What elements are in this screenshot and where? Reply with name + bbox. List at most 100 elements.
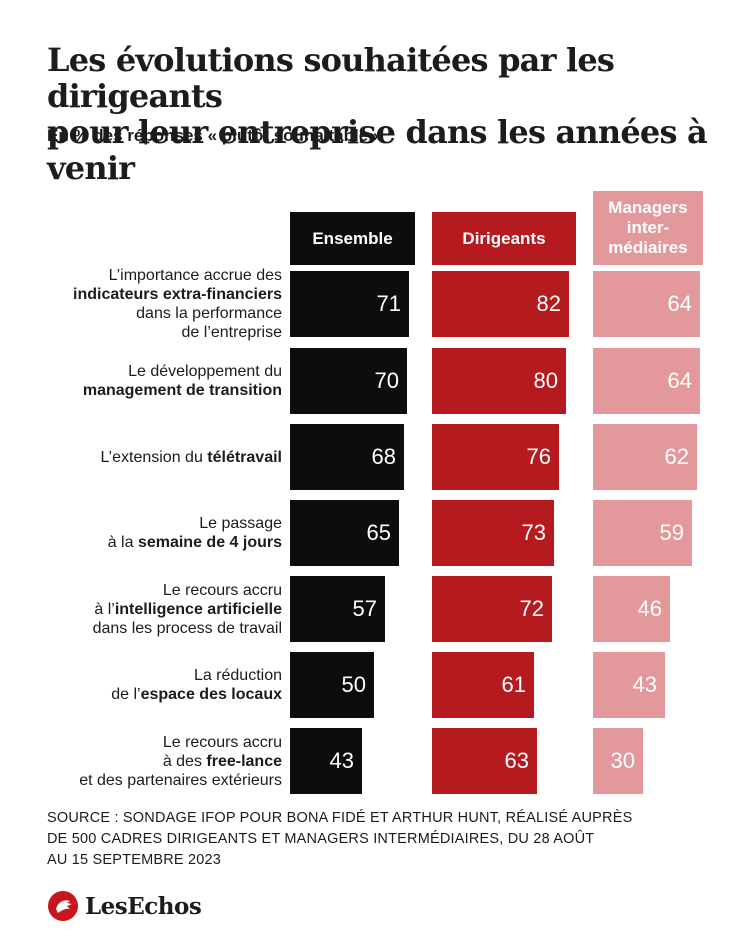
bar-managers <box>593 348 700 414</box>
category-label: Le passage à la semaine de 4 jours <box>108 500 282 566</box>
bar-managers <box>593 576 670 642</box>
source-line-2: DE 500 CADRES DIRIGEANTS ET MANAGERS INT… <box>47 831 595 847</box>
chart-subtitle: En % des réponses « plutôt souhaitable » <box>47 126 383 145</box>
bar-ensemble <box>290 576 385 642</box>
category-label-line: à la semaine de 4 jours <box>108 533 282 552</box>
category-label: La réduction de l’espace des locaux <box>111 652 282 718</box>
bar-value-label: 76 <box>526 444 551 469</box>
category-label-line: Le développement du <box>128 362 282 381</box>
bar-value-label: 43 <box>329 748 354 773</box>
bar-managers <box>593 500 692 566</box>
bar-managers <box>593 728 643 794</box>
bar-ensemble <box>290 348 407 414</box>
column-header-ensemble: Ensemble <box>290 212 415 265</box>
category-label-text: à l’ <box>94 600 115 618</box>
category-label-text: à des <box>162 752 207 770</box>
category-label-line: Le passage <box>199 514 282 533</box>
category-label-text: dans les process de travail <box>92 619 282 637</box>
category-label-line: à des free-lance <box>163 752 282 771</box>
category-label-bold: management de transition <box>82 382 282 399</box>
bar-dirigeants <box>432 424 559 490</box>
category-label-text: et des partenaires extérieurs <box>79 771 282 789</box>
source-line-3: AU 15 SEPTEMBRE 2023 <box>47 852 222 868</box>
bar-value-label: 59 <box>659 520 684 545</box>
category-label-bold: intelligence artificielle <box>114 600 282 618</box>
bar-value-label: 43 <box>632 672 657 697</box>
bar-ensemble <box>290 652 374 718</box>
category-label-bold: télétravail <box>207 448 282 466</box>
category-label-text: Le développement du <box>128 363 282 380</box>
category-label-line: L’importance accrue des <box>109 266 282 285</box>
category-label-line: La réduction <box>194 666 282 685</box>
category-label-text: de l’ <box>111 686 141 703</box>
rooster-logo-icon <box>48 891 78 921</box>
bar-value-label: 46 <box>637 596 662 621</box>
column-header-line: médiaires <box>608 238 688 257</box>
category-label-line: Le recours accru <box>163 733 282 752</box>
category-label-text: Le recours accru <box>162 581 282 599</box>
column-header-managers: Managers inter-médiaires <box>593 191 703 265</box>
category-label-line: L’extension du télétravail <box>101 448 282 467</box>
bar-value-label: 80 <box>533 368 558 393</box>
category-label-line: indicateurs extra-financiers <box>73 285 282 304</box>
source-note: SOURCE : SONDAGE IFOP POUR BONA FIDÉ ET … <box>47 808 632 871</box>
category-label: Le développement du management de transit… <box>83 348 282 414</box>
bar-managers <box>593 424 697 490</box>
category-label-line: à l’intelligence artificielle <box>94 600 282 619</box>
bar-dirigeants <box>432 576 552 642</box>
category-label-text: L’extension du <box>100 448 208 466</box>
bar-dirigeants <box>432 728 537 794</box>
bar-value-label: 30 <box>610 748 635 773</box>
category-label-line: et des partenaires extérieurs <box>79 771 282 790</box>
category-label-line: dans les process de travail <box>93 619 282 638</box>
bar-ensemble <box>290 500 399 566</box>
column-header-line: inter- <box>626 218 670 237</box>
category-label-line: de l’entreprise <box>182 323 283 342</box>
bar-value-label: 73 <box>521 520 546 545</box>
bar-value-label: 64 <box>667 368 692 393</box>
bar-ensemble <box>290 271 409 337</box>
bar-dirigeants <box>432 348 566 414</box>
bar-value-label: 72 <box>519 596 544 621</box>
bar-managers <box>593 652 665 718</box>
title-line-2: pour leur entreprise dans les années à v… <box>47 113 708 187</box>
bar-value-label: 64 <box>667 291 692 316</box>
category-label: Le recours accru à des free-lance et des p… <box>79 728 282 794</box>
les-echos-logo: LesEchos <box>47 890 202 922</box>
category-label: L’importance accrue des indicateurs extra… <box>73 267 282 341</box>
column-header-dirigeants: Dirigeants <box>432 212 576 265</box>
bar-dirigeants <box>432 271 569 337</box>
column-header-line: Ensemble <box>312 228 393 248</box>
logo-text: LesEchos <box>85 892 202 920</box>
bar-value-label: 65 <box>366 520 391 545</box>
source-line-1: SOURCE : SONDAGE IFOP POUR BONA FIDÉ ET … <box>47 810 633 826</box>
category-label: L’extension du télétravail <box>101 424 282 490</box>
category-label-text: Le passage <box>199 515 282 532</box>
bar-ensemble <box>290 728 362 794</box>
category-label-text: La réduction <box>193 667 282 684</box>
category-label-line: management de transition <box>83 381 282 400</box>
category-label-bold: semaine de 4 jours <box>137 534 282 551</box>
category-label-line: de l’espace des locaux <box>111 685 282 704</box>
bar-ensemble <box>290 424 404 490</box>
bar-value-label: 62 <box>664 444 689 469</box>
title-line-1: Les évolutions souhaitées par les dirige… <box>47 41 615 115</box>
category-label-bold: indicateurs extra-financiers <box>73 286 282 303</box>
bar-value-label: 70 <box>374 368 399 393</box>
category-label-text: dans la performance <box>136 305 282 322</box>
bar-value-label: 82 <box>536 291 561 316</box>
bar-value-label: 61 <box>501 672 526 697</box>
category-label-text: de l’entreprise <box>181 324 283 341</box>
bar-managers <box>593 271 700 337</box>
bar-dirigeants <box>432 652 534 718</box>
category-label: Le recours accru à l’intelligence artific… <box>93 576 282 642</box>
category-label-line: dans la performance <box>136 304 282 323</box>
column-header-line: Managers <box>608 198 688 217</box>
category-label-text: L’importance accrue des <box>108 267 282 284</box>
category-label-bold: espace des locaux <box>140 686 282 703</box>
bar-value-label: 71 <box>376 291 401 316</box>
category-label-text: à la <box>107 534 138 551</box>
category-label-bold: free-lance <box>206 752 282 770</box>
column-header-line: Dirigeants <box>462 228 546 248</box>
bar-value-label: 57 <box>352 596 377 621</box>
